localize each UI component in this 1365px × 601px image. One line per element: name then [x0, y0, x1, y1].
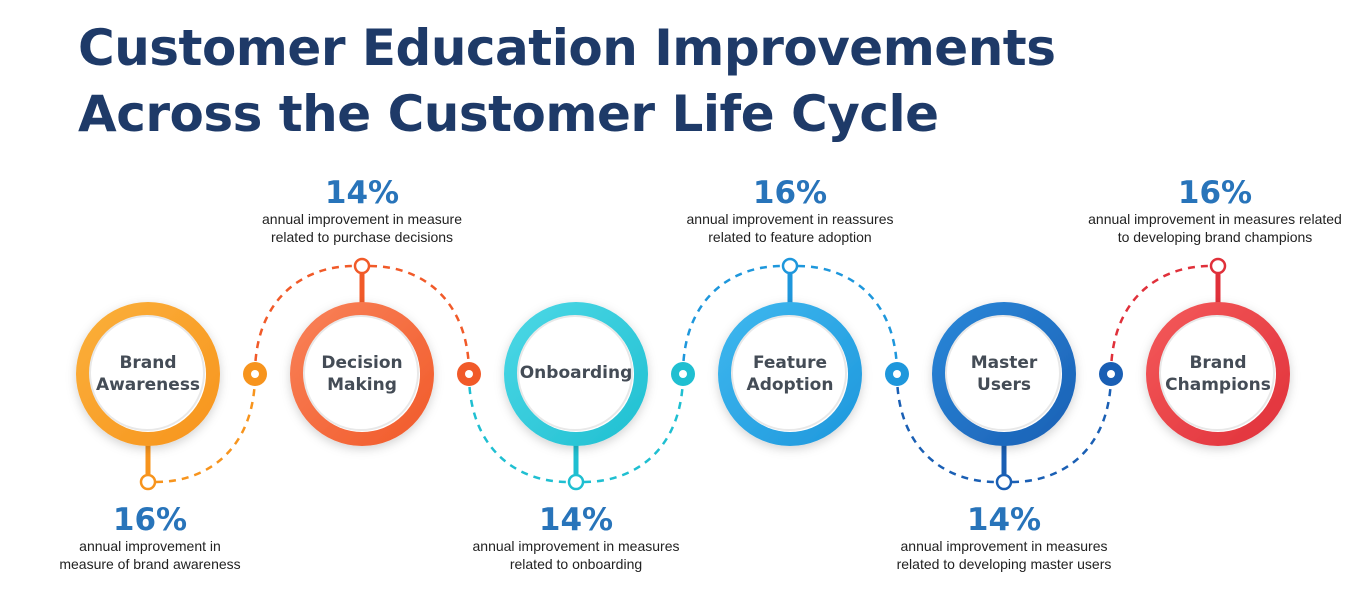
stat-onboarding: 14% annual improvement in measures relat…	[426, 503, 726, 573]
stat-brand-awareness: 16% annual improvement in measure of bra…	[0, 503, 300, 573]
stat-value: 14%	[538, 502, 614, 538]
stat-value: 16%	[112, 502, 188, 538]
pin-marker-icon	[995, 473, 1013, 491]
stat-description: related to developing master users	[896, 556, 1112, 572]
pin-marker-icon	[567, 473, 585, 491]
stage-label-decision-making: Decision Making	[321, 353, 403, 395]
stat-value: 14%	[966, 502, 1042, 538]
stage-ring-inner	[90, 316, 206, 432]
stage-label-brand-champions: Brand Champions	[1165, 353, 1271, 395]
stat-description: related to onboarding	[509, 556, 643, 572]
pin-marker-icon	[1209, 257, 1227, 275]
stat-value: 16%	[1177, 175, 1253, 211]
stat-feature-adoption: 16% annual improvement in reassures rela…	[640, 176, 940, 246]
stage-ring-inner	[518, 316, 634, 432]
stat-description: annual improvement in	[79, 538, 221, 554]
stat-description: annual improvement in measures	[472, 538, 680, 554]
dashed-connector	[253, 264, 471, 375]
stat-description: related to purchase decisions	[270, 229, 454, 245]
stat-master-users: 14% annual improvement in measures relat…	[854, 503, 1154, 573]
stage-label-onboarding: Onboarding	[519, 363, 633, 383]
stage-label-brand-awareness: Brand Awareness	[95, 353, 201, 395]
pin-marker-icon	[781, 257, 799, 275]
stat-brand-champions: 16% annual improvement in measures relat…	[1065, 176, 1365, 246]
stage-ring-inner	[1160, 316, 1276, 432]
dashed-connector	[467, 373, 685, 484]
stat-decision-making: 14% annual improvement in measure relate…	[212, 176, 512, 246]
stage-ring-inner	[304, 316, 420, 432]
stat-value: 16%	[752, 175, 828, 211]
stage-ring-inner	[732, 316, 848, 432]
stat-description: to developing brand champions	[1117, 229, 1313, 245]
title-line-2: Across the Customer Life Cycle	[78, 85, 939, 143]
stat-value: 14%	[324, 175, 400, 211]
pin-marker-icon	[353, 257, 371, 275]
dashed-connector	[1109, 264, 1211, 375]
stage-label-feature-adoption: Feature Adoption	[746, 353, 834, 395]
dashed-connector	[155, 373, 257, 484]
pin-marker-icon	[139, 473, 157, 491]
dashed-connector	[681, 264, 899, 375]
stat-description: related to feature adoption	[708, 229, 872, 245]
stat-description: annual improvement in measures	[900, 538, 1108, 554]
title-line-1: Customer Education Improvements	[78, 19, 1056, 77]
stage-ring-inner	[946, 316, 1062, 432]
stat-description: measure of brand awareness	[59, 556, 241, 572]
stat-description: annual improvement in measures related	[1088, 211, 1342, 227]
stat-description: annual improvement in reassures	[686, 211, 894, 227]
stat-description: annual improvement in measure	[262, 211, 462, 227]
stage-label-master-users: Master Users	[970, 353, 1038, 395]
dashed-connector	[895, 373, 1113, 484]
